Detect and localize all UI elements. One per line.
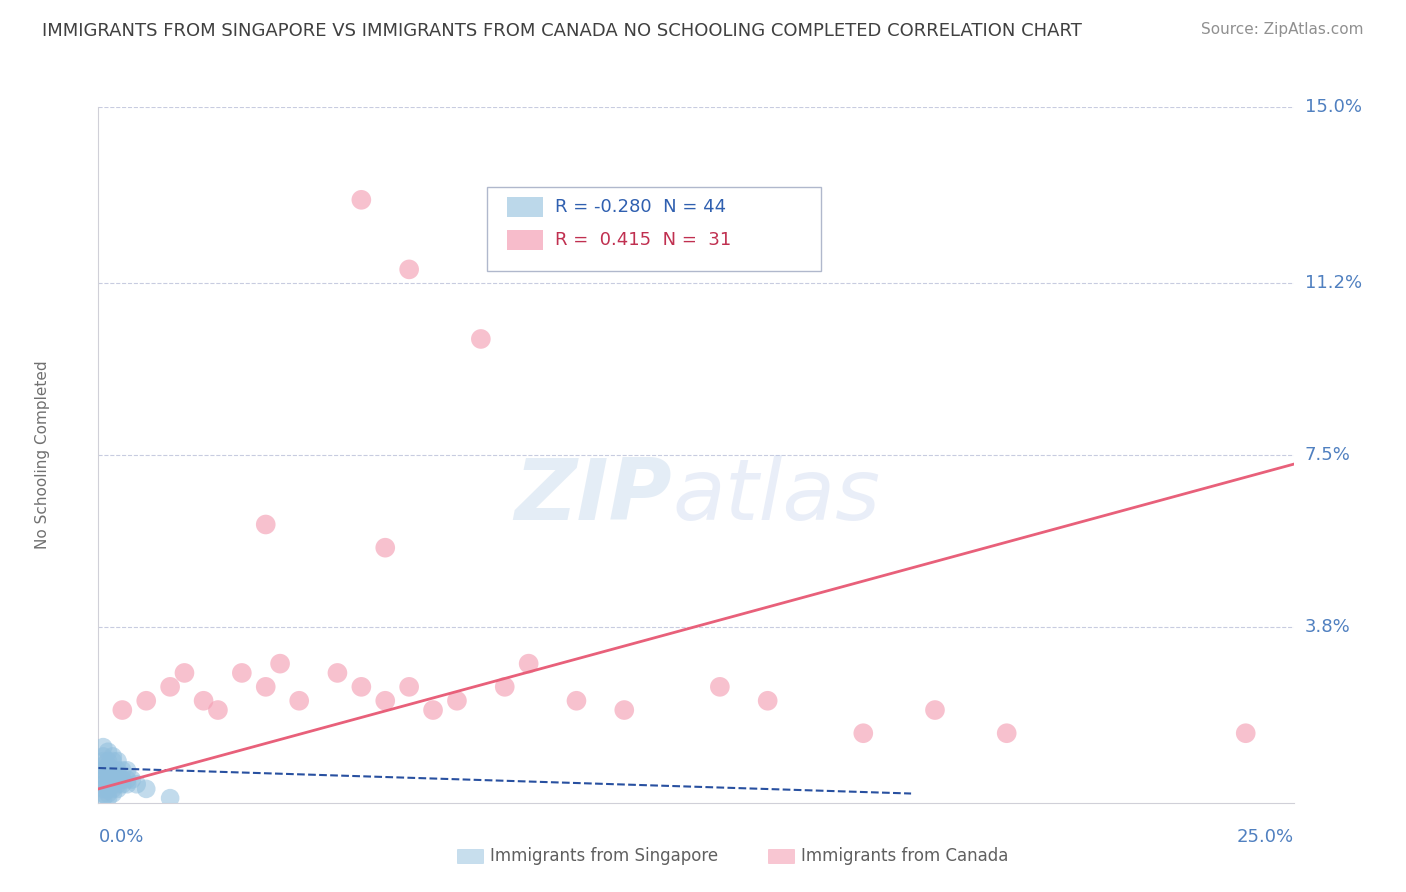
Text: 25.0%: 25.0% xyxy=(1236,828,1294,846)
Point xyxy=(111,764,134,778)
Point xyxy=(111,772,134,787)
Point xyxy=(422,703,444,717)
Text: atlas: atlas xyxy=(672,455,880,538)
Point xyxy=(91,764,114,778)
Point xyxy=(101,764,124,778)
Point xyxy=(231,665,253,680)
Text: Source: ZipAtlas.com: Source: ZipAtlas.com xyxy=(1201,22,1364,37)
Text: R = -0.280  N = 44: R = -0.280 N = 44 xyxy=(555,198,725,216)
Point xyxy=(97,758,120,772)
Point xyxy=(97,791,120,805)
Point xyxy=(494,680,516,694)
Point xyxy=(101,787,124,801)
Point xyxy=(115,772,138,787)
Point xyxy=(91,777,114,791)
Point xyxy=(254,680,277,694)
Text: 3.8%: 3.8% xyxy=(1305,617,1350,635)
Point xyxy=(91,772,114,787)
Point xyxy=(269,657,291,671)
Point xyxy=(1234,726,1257,740)
FancyBboxPatch shape xyxy=(768,849,794,863)
Text: 15.0%: 15.0% xyxy=(1305,98,1361,116)
Point xyxy=(111,777,134,791)
Point xyxy=(121,772,143,787)
Point xyxy=(101,781,124,796)
Point xyxy=(97,768,120,782)
Point xyxy=(101,768,124,782)
Point xyxy=(107,781,129,796)
Point xyxy=(446,694,468,708)
Point xyxy=(159,680,181,694)
Point xyxy=(350,680,373,694)
Text: ZIP: ZIP xyxy=(515,455,672,538)
Point xyxy=(517,657,540,671)
Point xyxy=(613,703,636,717)
Point xyxy=(107,768,129,782)
Text: 11.2%: 11.2% xyxy=(1305,275,1362,293)
Point xyxy=(125,777,148,791)
Point xyxy=(565,694,588,708)
Text: No Schooling Completed: No Schooling Completed xyxy=(35,360,51,549)
Point xyxy=(254,517,277,532)
Point xyxy=(97,772,120,787)
Point xyxy=(91,787,114,801)
Point xyxy=(135,781,157,796)
Point xyxy=(995,726,1018,740)
Point xyxy=(91,749,114,764)
Point xyxy=(756,694,779,708)
Point xyxy=(97,764,120,778)
Point xyxy=(709,680,731,694)
Point xyxy=(101,749,124,764)
Point xyxy=(115,764,138,778)
Point xyxy=(101,772,124,787)
Point xyxy=(374,541,396,555)
Point xyxy=(398,262,420,277)
Text: 7.5%: 7.5% xyxy=(1305,446,1351,464)
FancyBboxPatch shape xyxy=(508,230,543,250)
Point xyxy=(398,680,420,694)
Point xyxy=(107,777,129,791)
Point xyxy=(97,745,120,759)
Point xyxy=(101,777,124,791)
Point xyxy=(91,781,114,796)
Point xyxy=(350,193,373,207)
Text: Immigrants from Canada: Immigrants from Canada xyxy=(801,847,1008,865)
Point xyxy=(111,703,134,717)
FancyBboxPatch shape xyxy=(457,849,484,863)
Text: Immigrants from Singapore: Immigrants from Singapore xyxy=(491,847,718,865)
Point xyxy=(159,791,181,805)
Point xyxy=(91,740,114,755)
Point xyxy=(852,726,875,740)
Point xyxy=(107,754,129,768)
FancyBboxPatch shape xyxy=(486,187,821,270)
Point xyxy=(326,665,349,680)
Point xyxy=(91,754,114,768)
Point xyxy=(288,694,311,708)
Text: R =  0.415  N =  31: R = 0.415 N = 31 xyxy=(555,231,731,249)
Point xyxy=(91,758,114,772)
Point xyxy=(924,703,946,717)
Point xyxy=(97,787,120,801)
Point xyxy=(115,777,138,791)
Point xyxy=(207,703,229,717)
Point xyxy=(470,332,492,346)
Point xyxy=(97,754,120,768)
Point xyxy=(91,768,114,782)
Point xyxy=(374,694,396,708)
Point xyxy=(193,694,215,708)
FancyBboxPatch shape xyxy=(508,197,543,217)
Point xyxy=(173,665,195,680)
Point xyxy=(101,754,124,768)
Text: IMMIGRANTS FROM SINGAPORE VS IMMIGRANTS FROM CANADA NO SCHOOLING COMPLETED CORRE: IMMIGRANTS FROM SINGAPORE VS IMMIGRANTS … xyxy=(42,22,1083,40)
Point xyxy=(107,764,129,778)
Point xyxy=(91,791,114,805)
Point xyxy=(97,781,120,796)
Point xyxy=(97,777,120,791)
Text: 0.0%: 0.0% xyxy=(98,828,143,846)
Point xyxy=(135,694,157,708)
